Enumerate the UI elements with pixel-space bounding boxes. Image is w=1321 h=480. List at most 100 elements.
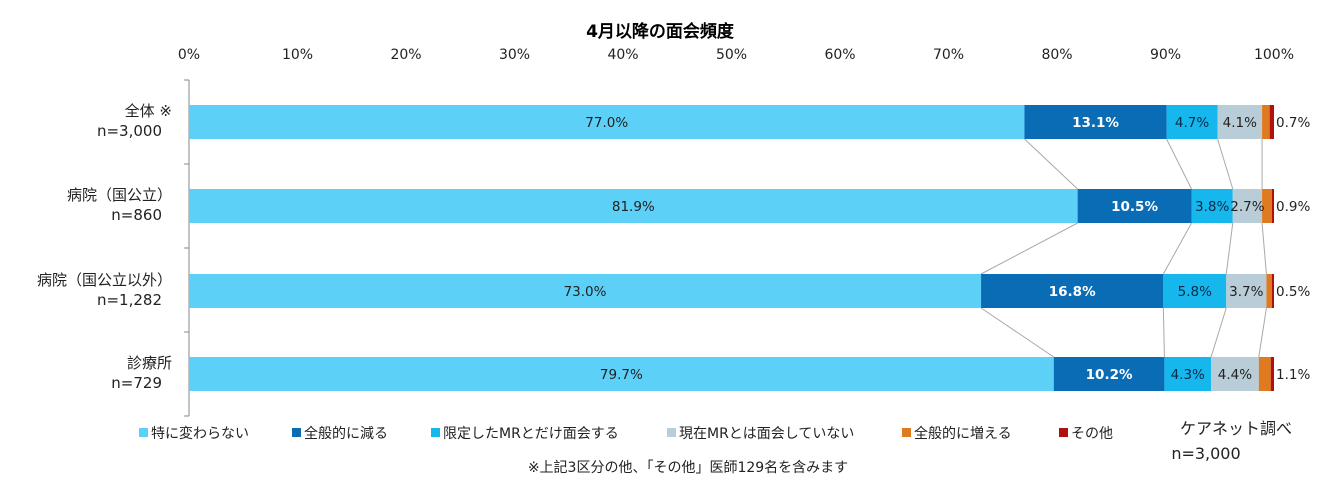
category-label: 全体 ※	[125, 102, 172, 120]
legend-label: 特に変わらない	[151, 425, 249, 442]
legend-swatch	[667, 428, 676, 437]
series-connector-line	[1210, 307, 1227, 358]
legend-item: 現在MRとは面会していない	[667, 426, 854, 442]
axis-layer: 0% 10% 20% 30% 40% 50% 60% 70% 80% 90% 100%	[178, 47, 1294, 417]
bar-segment	[189, 357, 1054, 391]
data-label: 77.0%	[585, 115, 628, 131]
bar-segment	[1163, 274, 1227, 308]
data-label: 13.1%	[1072, 115, 1119, 131]
connector-lines	[980, 138, 1267, 358]
bar-segment	[189, 274, 982, 308]
data-label: 73.0%	[564, 284, 607, 300]
bar-segment	[1191, 189, 1233, 223]
bar-segment	[1211, 357, 1259, 391]
category-label-layer: 全体 ※ n=3,000 病院（国公立） n=860 病院（国公立以外） n=1,282 診…	[37, 102, 172, 392]
bar-segment	[1271, 274, 1274, 308]
bar-segment	[1269, 105, 1274, 139]
data-label: 3.7%	[1229, 284, 1263, 300]
legend-item: 限定したMRとだけ面会する	[431, 426, 619, 442]
bar-segment	[1262, 105, 1270, 139]
category-sample-size: n=1,282	[97, 291, 162, 309]
category-sample-size: n=3,000	[97, 122, 162, 140]
legend-label: 全般的に減る	[304, 425, 388, 442]
x-tick-label: 0%	[178, 47, 200, 63]
series-connector-line	[1217, 138, 1234, 190]
x-tick-label: 10%	[282, 47, 313, 63]
data-label: 0.9%	[1276, 199, 1310, 215]
data-label: 10.2%	[1086, 367, 1133, 383]
footnote: ※上記3区分の他、「その他」医師129名を含みます	[528, 459, 848, 476]
bar-layer	[189, 105, 1274, 391]
legend-item: その他	[1059, 426, 1113, 442]
chart-title: 4月以降の面会頻度	[586, 21, 735, 42]
data-label: 3.8%	[1195, 199, 1229, 215]
source-label: ケアネット調べ	[1180, 419, 1292, 438]
series-connector-line	[980, 307, 1055, 358]
data-label: 2.7%	[1230, 199, 1264, 215]
legend-swatch	[139, 428, 148, 437]
bar-segment	[1024, 105, 1167, 139]
series-connector-line	[980, 222, 1078, 275]
bar-segment	[1226, 274, 1267, 308]
category-label: 病院（国公立）	[67, 186, 172, 204]
category-label: 診療所	[127, 354, 172, 372]
category-sample-size: n=729	[111, 374, 162, 392]
series-connector-line	[1166, 138, 1192, 190]
x-tick-label: 100%	[1254, 47, 1294, 63]
bar-segment	[1266, 274, 1272, 308]
series-connector-line	[1024, 138, 1078, 190]
legend-item: 全般的に減る	[292, 425, 388, 442]
x-tick-label: 20%	[390, 47, 421, 63]
legend-item: 全般的に増える	[902, 425, 1012, 442]
series-connector-line	[1225, 222, 1234, 275]
bar-segment	[1270, 357, 1274, 391]
category-label: 病院（国公立以外）	[37, 271, 172, 289]
data-label: 5.8%	[1178, 284, 1212, 300]
legend-swatch	[1059, 428, 1068, 437]
x-tick-label: 60%	[824, 47, 855, 63]
legend-label: その他	[1071, 426, 1113, 442]
data-label: 1.1%	[1276, 367, 1310, 383]
bar-segment	[1271, 189, 1274, 223]
data-label: 79.7%	[600, 367, 643, 383]
x-tick-label: 30%	[499, 47, 530, 63]
bar-segment	[189, 105, 1025, 139]
legend: 特に変わらない 全般的に減る 限定したMRとだけ面会する 現在MRとは面会していない 全…	[139, 425, 1113, 442]
data-label: 16.8%	[1049, 284, 1096, 300]
x-tick-label: 70%	[933, 47, 964, 63]
legend-label: 全般的に増える	[914, 425, 1012, 442]
data-label: 4.7%	[1175, 115, 1209, 131]
data-label: 4.1%	[1223, 115, 1257, 131]
bar-segment	[1166, 105, 1218, 139]
bar-segment	[1258, 357, 1271, 391]
data-label: 81.9%	[612, 199, 655, 215]
data-label: 0.5%	[1276, 284, 1310, 300]
legend-label: 現在MRとは面会していない	[679, 426, 854, 442]
legend-item: 特に変わらない	[139, 425, 249, 442]
bar-segment	[1262, 189, 1272, 223]
x-tick-label: 50%	[716, 47, 747, 63]
series-connector-line	[1258, 307, 1267, 358]
bar-segment	[1077, 189, 1192, 223]
legend-label: 限定したMRとだけ面会する	[443, 426, 619, 442]
x-tick-label: 40%	[607, 47, 638, 63]
data-label-layer: 77.0% 13.1% 4.7% 4.1% 0.7% 81.9% 10.5% 3.8% 2.7%…	[564, 115, 1311, 383]
data-label: 0.7%	[1276, 115, 1310, 131]
series-connector-line	[1162, 307, 1165, 358]
series-connector-line	[1261, 222, 1267, 275]
data-label: 10.5%	[1111, 199, 1158, 215]
bar-segment	[1053, 357, 1165, 391]
data-label: 4.3%	[1171, 367, 1205, 383]
x-tick-label: 90%	[1150, 47, 1181, 63]
bar-segment	[189, 189, 1078, 223]
series-connector-line	[1162, 222, 1192, 275]
bar-segment	[1164, 357, 1212, 391]
bar-segment	[1217, 105, 1263, 139]
bar-segment	[1232, 189, 1263, 223]
source-sample-size: n=3,000	[1171, 444, 1240, 463]
x-tick-label: 80%	[1041, 47, 1072, 63]
data-label: 4.4%	[1218, 367, 1252, 383]
legend-swatch	[431, 428, 440, 437]
legend-swatch	[292, 428, 301, 437]
